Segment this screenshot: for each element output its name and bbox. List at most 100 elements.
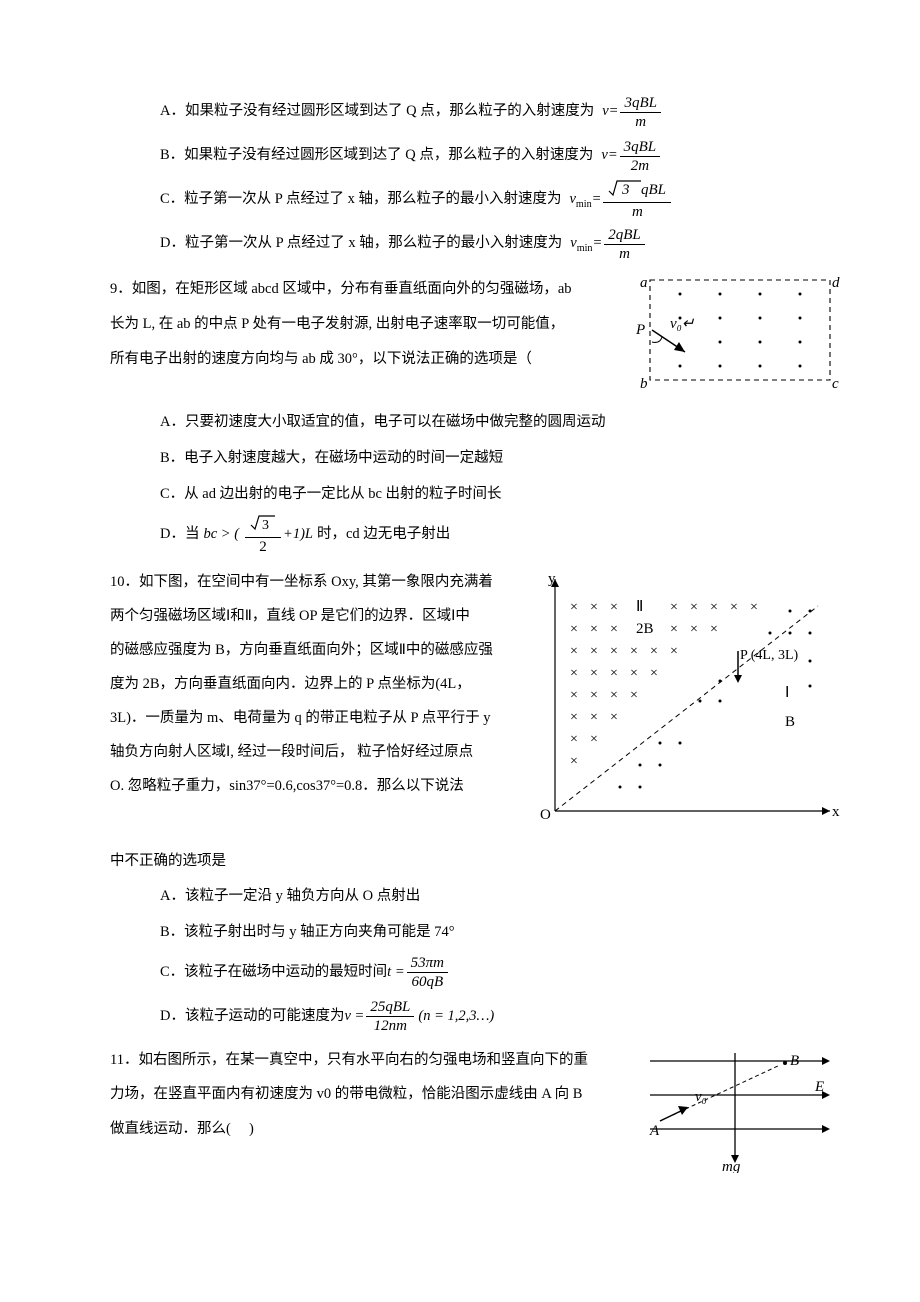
svg-text:×: × [610, 688, 618, 703]
page-content: A．如果粒子没有经过圆形区域到达了 Q 点，那么粒子的入射速度为 v= 3qBL… [0, 0, 920, 1225]
q8-b-formula: v= [601, 140, 617, 172]
q10-l6: 轴负方向射人区域Ⅰ, 经过一段时间后， 粒子恰好经过原点 [110, 735, 530, 769]
q9-d-ineq: bc > ( [203, 519, 239, 551]
svg-text:×: × [570, 600, 578, 615]
q9-option-b: B．电子入射速度越大，在磁场中运动的时间一定越短 [110, 441, 840, 477]
q9-rect-field-icon: a d b c P v₀↵ [630, 272, 840, 392]
svg-text:3: 3 [262, 518, 269, 532]
svg-text:×: × [650, 644, 658, 659]
svg-text:×: × [670, 622, 678, 637]
q10-option-d: D．该粒子运动的可能速度为 v = 25qBL 12nm (n = 1,2,3…… [110, 995, 840, 1039]
svg-text:×: × [570, 754, 578, 769]
q9-line1: 9．如图，在矩形区域 abcd 区域中，分布有垂直纸面向外的匀强磁场，ab [110, 272, 620, 307]
svg-text:d: d [832, 275, 840, 291]
q8-option-c-text: C．粒子第一次从 P 点经过了 x 轴，那么粒子的最小入射速度为 [160, 184, 561, 216]
svg-text:b: b [640, 376, 648, 392]
q11-B-label: B [790, 1053, 799, 1069]
q11-A-label: A [649, 1123, 660, 1139]
q8-a-frac: 3qBL m [620, 94, 661, 131]
q11-v0-label: v₀ [695, 1089, 707, 1105]
svg-text:×: × [610, 600, 618, 615]
svg-text:×: × [630, 688, 638, 703]
svg-text:×: × [730, 600, 738, 615]
svg-text:×: × [590, 732, 598, 747]
q9-a-text: A．只要初速度大小取适宜的值，电子可以在磁场中做完整的圆周运动 [160, 407, 605, 439]
q8-c-formula: vmin= [569, 184, 601, 216]
q10-d-prefix: D．该粒子运动的可能速度为 [160, 1001, 344, 1033]
q9-line3: 所有电子出射的速度方向均与 ab 成 30°，以下说法正确的选项是（ [110, 342, 620, 377]
svg-text:×: × [610, 644, 618, 659]
q8-d-frac: 2qBL m [604, 226, 645, 263]
svg-text:c: c [832, 376, 839, 392]
q8-option-d-text: D．粒子第一次从 P 点经过了 x 轴，那么粒子的最小入射速度为 [160, 228, 562, 260]
q10-x-label: x [832, 804, 840, 820]
q8-d-formula: vmin= [570, 228, 602, 260]
svg-text:×: × [590, 688, 598, 703]
q9-c-text: C．从 ad 边出射的电子一定比从 bc 出射的粒子时间长 [160, 479, 502, 511]
sqrt3-qbl-icon: 3 qBL [607, 179, 667, 197]
svg-text:v₀↵: v₀↵ [670, 316, 695, 332]
q10-II-label: Ⅱ [636, 599, 643, 615]
svg-text:qBL: qBL [641, 182, 666, 197]
q10-b-text: B．该粒子射出时与 y 轴正方向夹角可能是 74° [160, 917, 455, 949]
q11-l3: 做直线运动．那么( ) [110, 1112, 630, 1147]
svg-text:×: × [610, 666, 618, 681]
q9-option-c: C．从 ad 边出射的电子一定比从 bc 出射的粒子时间长 [110, 477, 840, 513]
q8-option-b: B．如果粒子没有经过圆形区域到达了 Q 点，那么粒子的入射速度为 v= 3qBL… [110, 134, 840, 178]
q8-a-formula: v= [602, 96, 618, 128]
q10-l5: 3L)．一质量为 m、电荷量为 q 的带正电粒子从 P 点平行于 y [110, 701, 530, 735]
q10-c-prefix: C．该粒子在磁场中运动的最短时间 [160, 957, 387, 989]
svg-text:×: × [710, 622, 718, 637]
svg-text:×: × [590, 622, 598, 637]
svg-text:×: × [570, 688, 578, 703]
q9-option-a: A．只要初速度大小取适宜的值，电子可以在磁场中做完整的圆周运动 [110, 405, 840, 441]
q9: 9．如图，在矩形区域 abcd 区域中，分布有垂直纸面向外的匀强磁场，ab 长为… [110, 272, 840, 405]
q10: 10．如下图，在空间中有一坐标系 Oxy, 其第一象限内充满着 两个匀强磁场区域… [110, 565, 840, 844]
svg-text:3: 3 [621, 182, 630, 197]
svg-text:×: × [570, 622, 578, 637]
q10-B-label: B [785, 714, 795, 730]
q10-option-c: C．该粒子在磁场中运动的最短时间 t = 53πm 60qB [110, 951, 840, 995]
svg-text:×: × [570, 710, 578, 725]
svg-text:a: a [640, 275, 648, 291]
svg-text:×: × [610, 710, 618, 725]
q11-E-label: E [814, 1079, 824, 1095]
q10-P-label: P (4L, 3L) [740, 648, 799, 663]
svg-text:P: P [635, 322, 645, 338]
svg-text:×: × [610, 622, 618, 637]
q8-c-frac: 3 qBL m [603, 179, 671, 221]
svg-text:×: × [630, 644, 638, 659]
q10-l7: O. 忽略粒子重力，sin37°=0.6,cos37°=0.8．那么以下说法 [110, 769, 530, 803]
svg-text:×: × [690, 622, 698, 637]
q11-mg-label: mg [722, 1159, 741, 1173]
svg-text:×: × [570, 666, 578, 681]
q8-b-frac: 3qBL 2m [620, 138, 661, 175]
q10-O-label: O [540, 807, 551, 823]
q9-b-text: B．电子入射速度越大，在磁场中运动的时间一定越短 [160, 443, 503, 475]
cross-field-icon: ××× ××××× ××× ××× ×××××× ××××× ×××× ××× … [570, 600, 758, 769]
svg-text:×: × [670, 600, 678, 615]
svg-text:×: × [710, 600, 718, 615]
q11-figure: B E v₀ A mg [640, 1043, 840, 1186]
q11-stem: 11．如右图所示，在某一真空中，只有水平向右的匀强电场和竖直向下的重 力场，在竖… [110, 1043, 630, 1147]
q10-stem: 10．如下图，在空间中有一坐标系 Oxy, 其第一象限内充满着 两个匀强磁场区域… [110, 565, 530, 803]
q9-option-d: D．当 bc > ( 3 2 +1)L 时，cd 边无电子射出 [110, 513, 840, 557]
q9-figure: a d b c P v₀↵ [630, 272, 840, 405]
q10-I-label: Ⅰ [785, 685, 789, 701]
sqrt3-icon: 3 [249, 514, 277, 532]
q10-l1: 10．如下图，在空间中有一坐标系 Oxy, 其第一象限内充满着 [110, 565, 530, 599]
q8-option-b-text: B．如果粒子没有经过圆形区域到达了 Q 点，那么粒子的入射速度为 [160, 140, 593, 172]
q11: 11．如右图所示，在某一真空中，只有水平向右的匀强电场和竖直向下的重 力场，在竖… [110, 1043, 840, 1186]
q11-l1: 11．如右图所示，在某一真空中，只有水平向右的匀强电场和竖直向下的重 [110, 1043, 630, 1078]
svg-text:×: × [630, 666, 638, 681]
q9-d-frac: 3 2 [245, 514, 281, 556]
q10-coord-field-icon: O x y ××× ××××× ××× ××× ×××××× ××××× ×××… [540, 571, 840, 831]
q8-option-a: A．如果粒子没有经过圆形区域到达了 Q 点，那么粒子的入射速度为 v= 3qBL… [110, 90, 840, 134]
q10-option-b: B．该粒子射出时与 y 轴正方向夹角可能是 74° [110, 915, 840, 951]
q9-line2: 长为 L, 在 ab 的中点 P 处有一电子发射源, 出射电子速率取一切可能值， [110, 307, 620, 342]
field-dots-icon [679, 293, 802, 368]
svg-text:×: × [570, 644, 578, 659]
q10-d-frac: 25qBL 12nm [366, 998, 414, 1035]
q10-l3: 的磁感应强度为 B，方向垂直纸面向外；区域Ⅱ中的磁感应强 [110, 633, 530, 667]
q10-y-label: y [548, 571, 556, 587]
